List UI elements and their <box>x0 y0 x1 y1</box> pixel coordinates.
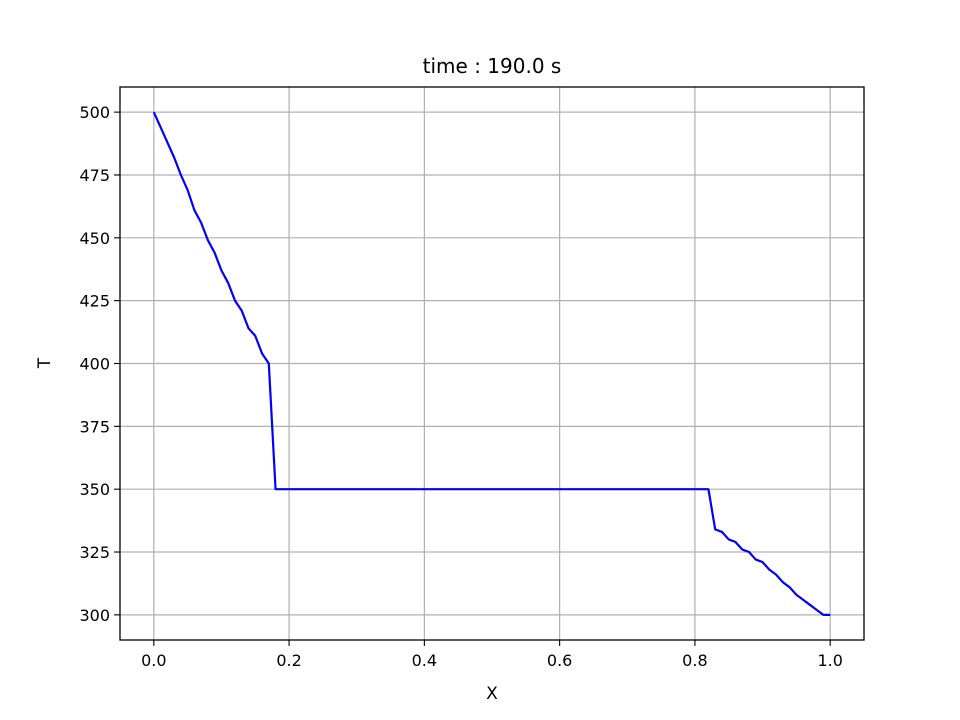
y-tick-label: 450 <box>79 229 110 248</box>
y-tick-label: 400 <box>79 355 110 374</box>
x-tick-label: 0.4 <box>412 651 437 670</box>
x-tick-label: 0.0 <box>141 651 166 670</box>
y-tick-label: 475 <box>79 166 110 185</box>
series-layer <box>152 111 831 616</box>
chart-title: time : 190.0 s <box>423 54 562 78</box>
y-tick-label: 350 <box>79 480 110 499</box>
x-tick-label: 0.2 <box>276 651 301 670</box>
x-tick-label: 0.6 <box>547 651 572 670</box>
x-axis-ticks: 0.0 0.2 0.4 0.6 0.8 1.0 <box>141 640 843 670</box>
y-tick-label: 500 <box>79 103 110 122</box>
x-axis-label: X <box>486 684 498 704</box>
grid-lines <box>120 87 864 640</box>
y-tick-label: 375 <box>79 417 110 436</box>
series-line <box>152 111 831 616</box>
y-tick-label: 425 <box>79 292 110 311</box>
x-tick-label: 0.8 <box>682 651 707 670</box>
y-axis-ticks: 300 325 350 375 400 425 450 475 500 <box>79 103 120 625</box>
y-tick-label: 300 <box>79 606 110 625</box>
y-tick-label: 325 <box>79 543 110 562</box>
y-axis-label: T <box>35 357 55 369</box>
x-tick-label: 1.0 <box>817 651 842 670</box>
